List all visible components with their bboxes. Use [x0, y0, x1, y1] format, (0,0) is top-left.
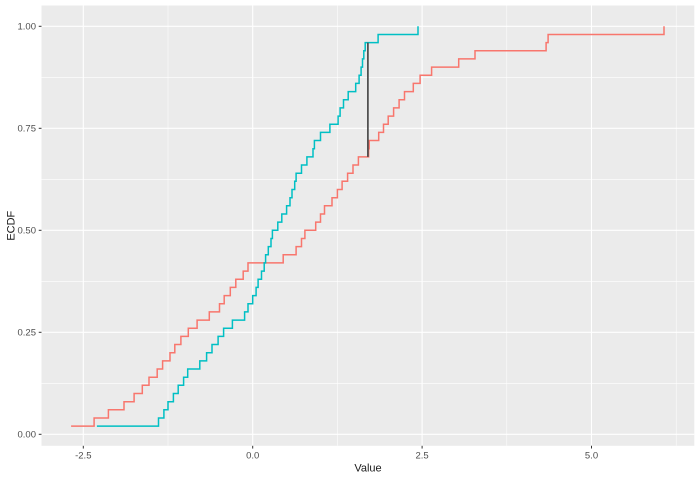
y-tick-label: 0.50 [18, 226, 37, 237]
y-tick-label: 1.00 [18, 22, 37, 33]
x-tick-label: -2.5 [75, 451, 91, 462]
ecdf-line-sample-1 [71, 26, 665, 427]
minor-gridlines [41, 5, 695, 446]
x-tick-label: 5.0 [585, 451, 598, 462]
x-axis-tick-labels: -2.5 0.0 2.5 5.0 [75, 451, 598, 462]
x-axis-title: Value [354, 463, 381, 475]
major-gridlines [41, 5, 695, 446]
ecdf-step-lines [71, 26, 665, 427]
x-tick-label: 2.5 [415, 451, 428, 462]
y-axis-tick-labels: 0.00 0.25 0.50 0.75 1.00 [18, 22, 37, 441]
y-tick-label: 0.00 [18, 430, 37, 441]
y-tick-label: 0.25 [18, 328, 37, 339]
ecdf-line-sample-2 [96, 26, 419, 427]
x-axis-ticks [82, 445, 592, 449]
y-tick-label: 0.75 [18, 124, 37, 135]
y-axis-ticks [38, 25, 42, 435]
x-tick-label: 0.0 [246, 451, 259, 462]
y-axis-title: ECDF [6, 210, 18, 240]
